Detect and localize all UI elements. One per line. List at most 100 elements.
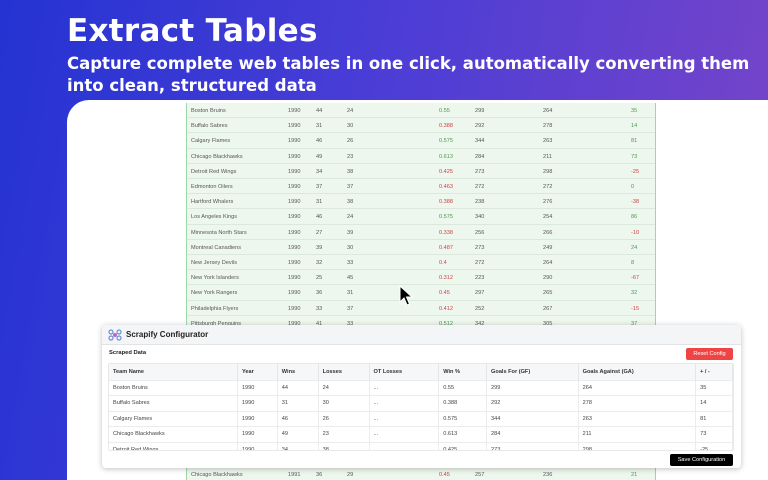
table-cell: 0.388 xyxy=(438,395,488,411)
table-cell: ... xyxy=(369,426,440,442)
table-cell: 26 xyxy=(347,138,354,145)
table-cell: 21 xyxy=(631,472,638,478)
table-cell: 278 xyxy=(543,123,553,130)
table-cell: 44 xyxy=(277,379,319,396)
table-cell: 257 xyxy=(475,472,485,478)
table-cell: 38 xyxy=(318,441,370,450)
table-cell: 0.463 xyxy=(439,184,453,190)
column-header[interactable]: Goals For (GF) xyxy=(486,364,579,380)
table-cell: 1990 xyxy=(288,214,301,221)
table-cell: Calgary Flames xyxy=(191,138,231,145)
column-header[interactable]: Wins xyxy=(277,364,319,380)
table-cell: 25 xyxy=(316,275,323,282)
column-header[interactable]: OT Losses xyxy=(369,364,440,380)
table-cell: 32 xyxy=(316,260,323,266)
table-cell: 297 xyxy=(475,290,485,297)
table-cell: 211 xyxy=(578,426,697,442)
table-cell: 0.512 xyxy=(439,320,453,327)
column-header[interactable]: Year xyxy=(237,364,278,380)
table-cell: 0.338 xyxy=(439,229,453,236)
configurator-header: Scrapify Configurator xyxy=(102,325,741,345)
hero-title: Extract Tables xyxy=(67,13,318,49)
table-cell: 272 xyxy=(475,184,485,190)
table-cell: 0.575 xyxy=(439,138,453,145)
table-cell: 34 xyxy=(277,441,319,450)
table-cell: Boston Bruins xyxy=(191,108,226,114)
table-cell: 299 xyxy=(486,379,579,396)
table-row: Philadelphia Flyers 1990 33 37 0.412 252 267 -1… xyxy=(187,301,655,316)
table-row: Montreal Canadiens 1990 39 30 0.487 273 249 24 xyxy=(187,240,655,255)
table-cell: 0.613 xyxy=(439,153,453,160)
table-cell: -15 xyxy=(631,305,640,312)
table-cell: 34 xyxy=(316,168,323,175)
table-cell: 26 xyxy=(318,410,370,427)
table-cell: 263 xyxy=(543,138,553,145)
column-header[interactable]: Win % xyxy=(438,364,488,380)
table-cell: 30 xyxy=(318,395,370,411)
table-cell: 14 xyxy=(631,123,638,130)
scraped-data-table[interactable]: Team Name Year Wins Losses OT Losses Win % Goa… xyxy=(108,363,734,451)
table-cell: Detroit Red Wings xyxy=(191,168,237,175)
table-cell: New York Islanders xyxy=(191,275,239,282)
table-row: Calgary Flames 1990 46 26 0.575 344 263 81 xyxy=(187,133,655,149)
table-cell: 1990 xyxy=(288,108,301,114)
table-cell: 24 xyxy=(347,108,354,114)
table-cell: Edmonton Oilers xyxy=(191,184,233,190)
column-header[interactable]: Team Name xyxy=(109,364,238,380)
table-cell: 1990 xyxy=(288,305,301,312)
reset-config-button[interactable]: Reset Config xyxy=(686,348,733,360)
column-header[interactable]: + / - xyxy=(695,364,733,380)
table-cell: 44 xyxy=(316,108,323,114)
table-cell: 29 xyxy=(347,472,354,478)
table-cell: 8 xyxy=(631,260,635,266)
table-row: Buffalo Sabres 1990 31 30 0.388 292 278 14 xyxy=(187,118,655,134)
table-cell: 30 xyxy=(347,244,354,251)
table-cell: 35 xyxy=(631,108,638,114)
table-cell: 0.312 xyxy=(439,275,453,282)
table-cell: 35 xyxy=(695,379,733,396)
table-cell: 24 xyxy=(631,244,638,251)
table-cell: 1990 xyxy=(288,244,301,251)
table-cell: 31 xyxy=(316,123,323,130)
table-cell: 37 xyxy=(347,305,354,312)
table-cell: 36 xyxy=(316,290,323,297)
configurator-title: Scrapify Configurator xyxy=(126,330,209,339)
table-cell: 73 xyxy=(631,153,638,160)
table-cell: 41 xyxy=(316,320,323,327)
table-cell: 278 xyxy=(578,395,697,411)
table-cell: 24 xyxy=(347,214,354,221)
table-cell: 0 xyxy=(631,184,635,190)
table-cell: 0.55 xyxy=(438,379,488,396)
table-row: Chicago Blackhawks 1990 49 23 0.613 284 211 73 xyxy=(187,149,655,164)
table-cell: Buffalo Sabres xyxy=(109,395,238,411)
table-cell: 298 xyxy=(578,441,697,450)
table-cell: 37 xyxy=(316,184,323,190)
table-cell: 1990 xyxy=(237,441,278,450)
table-cell: Chicago Blackhawks xyxy=(109,426,238,442)
column-header[interactable]: Goals Against (GA) xyxy=(578,364,697,380)
table-cell: 45 xyxy=(347,275,354,282)
save-configuration-button[interactable]: Save Configuration xyxy=(670,454,733,466)
table-cell: -25 xyxy=(695,441,733,450)
column-header[interactable]: Losses xyxy=(318,364,370,380)
table-cell: 31 xyxy=(347,290,354,297)
table-cell: 256 xyxy=(475,229,485,236)
table-row: Chicago Blackhawks 1990 49 23... 0.613 284 211… xyxy=(109,426,733,442)
table-cell: 344 xyxy=(486,410,579,427)
table-cell: 81 xyxy=(631,138,638,145)
table-cell: 284 xyxy=(475,153,485,160)
table-cell: 0.388 xyxy=(439,123,453,130)
table-row: Boston Bruins 1990 44 24 0.55 299 264 35 xyxy=(187,103,655,119)
table-cell: 284 xyxy=(486,426,579,442)
hero-subtitle: Capture complete web tables in one click… xyxy=(67,54,750,95)
scrapify-logo-icon xyxy=(108,328,122,341)
table-cell: 0.45 xyxy=(439,472,450,478)
table-cell: 1991 xyxy=(288,472,301,478)
table-cell: 344 xyxy=(475,138,485,145)
table-cell: 305 xyxy=(543,320,553,327)
table-cell: 0.45 xyxy=(439,290,450,297)
table-cell: 0.55 xyxy=(439,108,450,114)
table-cell: 0.613 xyxy=(438,426,488,442)
table-cell: Los Angeles Kings xyxy=(191,214,238,221)
table-cell: 81 xyxy=(695,410,733,427)
